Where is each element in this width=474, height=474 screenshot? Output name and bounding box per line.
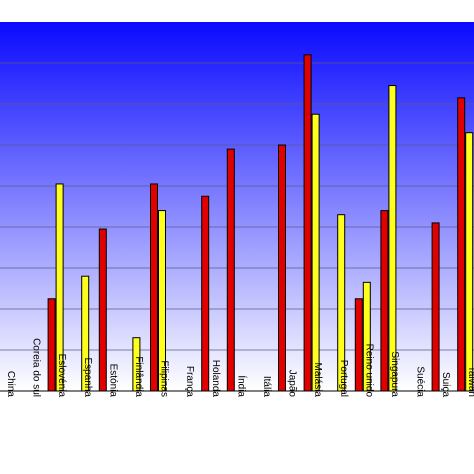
- bar: [457, 97, 466, 392]
- bar: [354, 298, 363, 392]
- bar: [47, 298, 56, 392]
- bar: [150, 183, 158, 392]
- x-tick-label: Suiça: [440, 372, 451, 397]
- bar: [226, 148, 235, 392]
- bar: [303, 54, 312, 392]
- bar: [278, 144, 286, 392]
- x-tick-label: Eslovénia: [56, 354, 67, 398]
- x-tick-label: Estónia: [107, 364, 118, 398]
- x-tick-label: Coreia do sul: [31, 338, 42, 397]
- bar: [311, 113, 320, 392]
- x-tick-label: Reino unido: [363, 344, 374, 398]
- x-tick-label: Índia: [235, 375, 248, 397]
- bar: [98, 228, 107, 392]
- x-tick-label: Japão: [287, 370, 298, 398]
- x-tick-label: China: [5, 371, 16, 398]
- bar: [465, 132, 474, 392]
- x-tick-label: Holanda: [210, 360, 221, 398]
- x-tick-label: Malásia: [312, 363, 323, 398]
- bar: [380, 210, 389, 392]
- x-tick-label: Taiwan: [466, 366, 474, 397]
- plot-area: [0, 22, 474, 391]
- x-tick-label: Finlândia: [133, 356, 144, 397]
- x-tick-label: França: [184, 366, 195, 398]
- gridlines: [0, 62, 474, 351]
- x-tick-labels: China Coreia do sul Eslovénia Espanha Estóni…: [5, 338, 474, 397]
- bar: [388, 85, 397, 392]
- x-tick-label: Filipinas: [159, 360, 170, 397]
- x-tick-label: Itália: [261, 376, 272, 398]
- bar: [431, 222, 440, 392]
- x-tick-label: Portugal: [338, 360, 349, 397]
- x-tick-label: Espanha: [82, 358, 93, 398]
- x-tick-label: Singapura: [389, 351, 400, 397]
- x-tick-label: Suécia: [415, 366, 426, 397]
- bar: [201, 195, 210, 392]
